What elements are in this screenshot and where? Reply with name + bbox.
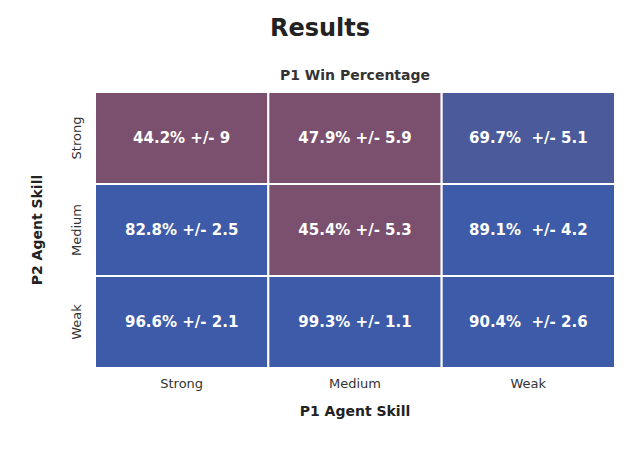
cell-label: 89.1% +/- 4.2	[469, 221, 588, 239]
cell-labels: 44.2% +/- 9 47.9% +/- 5.9 69.7% +/- 5.1 82.…	[125, 129, 588, 331]
y-tick-label: Strong	[69, 117, 84, 160]
cell-label: 45.4% +/- 5.3	[298, 221, 411, 239]
subtitle: P1 Win Percentage	[280, 67, 430, 83]
x-tick-label: Weak	[511, 376, 547, 391]
cell	[442, 184, 615, 276]
cells	[95, 92, 615, 368]
chart: Results P1 Win Percentage 44.2% +/- 9 47.9%…	[0, 0, 640, 450]
cell	[268, 92, 441, 184]
title: Results	[270, 14, 370, 42]
cell	[442, 92, 615, 184]
x-axis-label: P1 Agent Skill	[300, 403, 411, 419]
cell-label: 47.9% +/- 5.9	[298, 129, 411, 147]
cell	[95, 92, 268, 184]
cell	[95, 184, 268, 276]
cell-label: 44.2% +/- 9	[133, 129, 230, 147]
y-tick-label: Weak	[69, 304, 84, 340]
cell-label: 96.6% +/- 2.1	[125, 313, 238, 331]
cell-label: 90.4% +/- 2.6	[469, 313, 588, 331]
x-tick-label: Medium	[329, 376, 381, 391]
cell-label: 99.3% +/- 1.1	[298, 313, 411, 331]
cell-label: 82.8% +/- 2.5	[125, 221, 238, 239]
cell	[268, 184, 441, 276]
y-tick-label: Medium	[69, 204, 84, 256]
x-tick-label: Strong	[160, 376, 203, 391]
cell	[268, 276, 441, 368]
cell-label: 69.7% +/- 5.1	[469, 129, 588, 147]
cell	[95, 276, 268, 368]
y-axis-label: P2 Agent Skill	[29, 175, 45, 286]
cell	[442, 276, 615, 368]
